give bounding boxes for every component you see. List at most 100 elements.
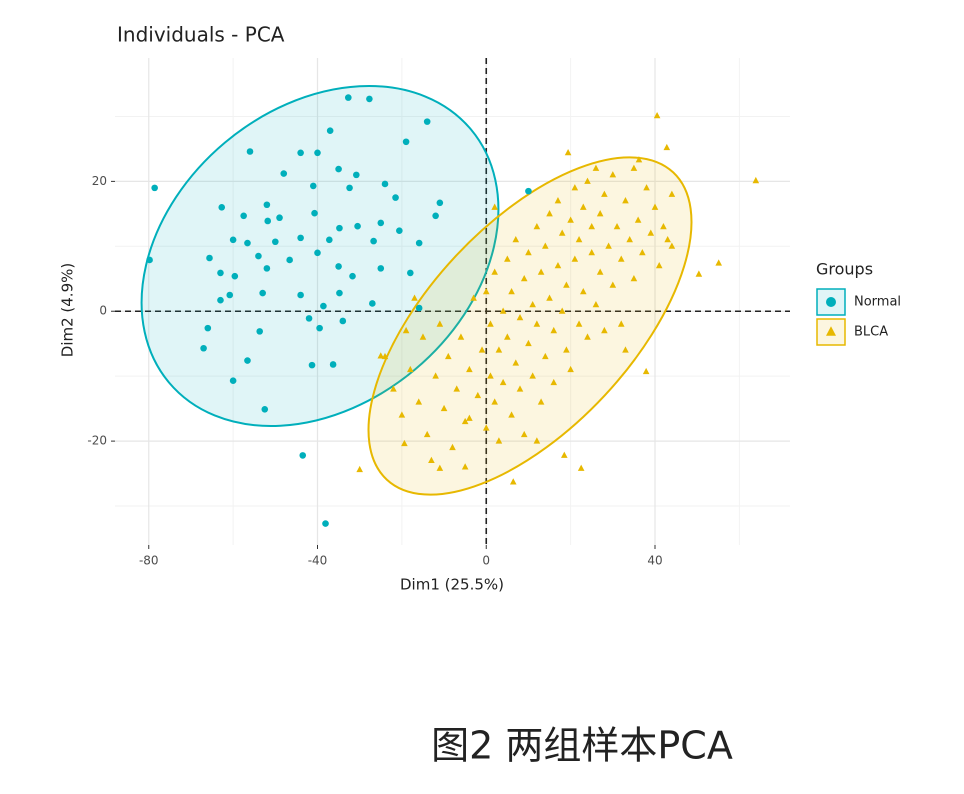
point [617, 320, 625, 327]
legend-label: Normal [854, 295, 901, 310]
point [533, 437, 541, 444]
point [396, 227, 403, 235]
point [752, 176, 760, 184]
point [482, 287, 490, 295]
point [487, 320, 494, 327]
point [204, 324, 212, 332]
y-tick-label: 0 [99, 304, 107, 318]
point [457, 333, 465, 340]
point [370, 237, 377, 245]
point [596, 210, 604, 217]
point [520, 430, 528, 438]
point [617, 255, 625, 262]
point [217, 269, 224, 277]
grid [111, 58, 790, 549]
point [520, 274, 528, 282]
point [664, 236, 671, 243]
point [609, 171, 617, 178]
point [297, 149, 304, 157]
point [349, 272, 356, 280]
point [415, 239, 423, 247]
point [402, 138, 410, 146]
point [609, 281, 617, 288]
point [508, 287, 515, 295]
point [263, 265, 271, 272]
point [482, 424, 490, 431]
point [579, 287, 587, 295]
point [584, 177, 591, 184]
point [653, 111, 661, 119]
point [554, 197, 562, 204]
x-tick-label: -40 [308, 554, 328, 568]
point [579, 203, 587, 210]
point [575, 320, 583, 327]
point [567, 216, 574, 223]
point [401, 439, 408, 447]
point [229, 377, 237, 385]
point [642, 367, 650, 375]
point [381, 352, 389, 360]
point [525, 187, 532, 195]
point [571, 255, 579, 262]
point [377, 219, 385, 227]
point [339, 317, 347, 325]
point [419, 333, 427, 340]
point [668, 190, 676, 197]
point [308, 361, 316, 369]
point [206, 254, 213, 262]
point [432, 212, 439, 220]
point [264, 217, 272, 225]
point [577, 464, 585, 471]
point [601, 326, 608, 334]
point [311, 209, 318, 217]
point [217, 296, 224, 304]
point [411, 294, 418, 301]
point [504, 255, 511, 262]
caption: 图2 两组样本PCA [431, 724, 733, 768]
point [218, 204, 226, 211]
chart-title: Individuals - PCA [117, 23, 285, 47]
confidence-ellipse [140, 85, 500, 427]
point [504, 333, 511, 340]
point [461, 463, 469, 470]
point [537, 398, 545, 405]
point [200, 344, 207, 352]
point [596, 268, 604, 275]
point [336, 289, 343, 297]
point [428, 456, 435, 464]
legend-title: Groups [816, 260, 873, 279]
point [377, 352, 385, 359]
point [286, 256, 293, 264]
point [415, 304, 423, 312]
point [525, 339, 532, 347]
point [622, 197, 629, 204]
point [668, 242, 676, 249]
point [466, 414, 473, 421]
point [660, 223, 667, 230]
point [461, 417, 469, 425]
points [146, 94, 760, 527]
point [525, 249, 532, 256]
point [246, 148, 254, 155]
point [255, 252, 262, 260]
point [508, 411, 515, 418]
point [630, 164, 638, 171]
point [423, 118, 431, 125]
legend-label: BLCA [854, 325, 888, 340]
point [377, 265, 385, 272]
point [635, 156, 643, 163]
point [550, 326, 558, 334]
point [613, 223, 621, 230]
point [276, 214, 283, 222]
point [529, 372, 536, 379]
point [558, 229, 566, 236]
legend-marker [826, 297, 836, 307]
point [487, 372, 494, 379]
point [369, 300, 376, 307]
point [356, 465, 363, 473]
point [314, 149, 321, 157]
point [499, 378, 507, 386]
point [226, 291, 234, 299]
point [344, 94, 352, 101]
